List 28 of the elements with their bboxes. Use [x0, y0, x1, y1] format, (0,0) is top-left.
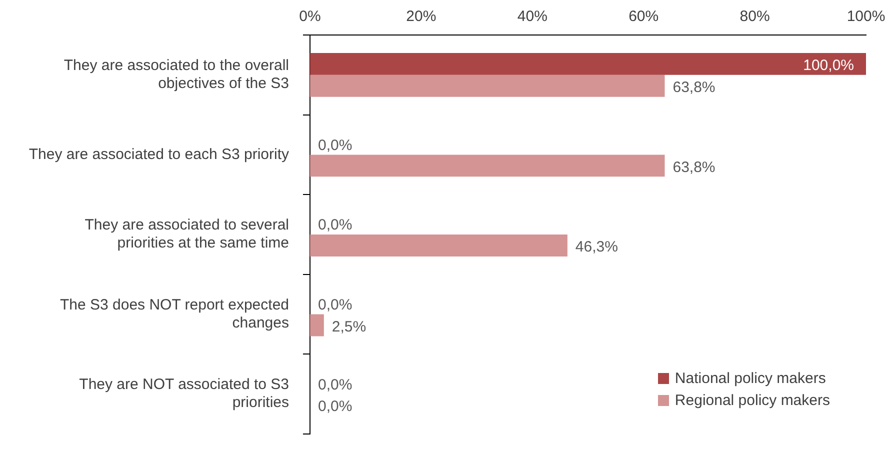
data-label: 2,5% [332, 318, 366, 336]
y-tick-label: They are NOT associated to S3 priorities [79, 376, 289, 412]
x-tick-label: 0% [299, 8, 321, 26]
data-label: 63,8% [672, 158, 716, 176]
data-label: 0,0% [318, 296, 352, 314]
data-label: 100,0% [803, 57, 854, 74]
y-tick-label: The S3 does NOT report expected changes [60, 296, 289, 332]
y-tick-label: They are associated to the overall objectives of the S3 [64, 57, 289, 92]
legend-label: Regional policy makers [674, 391, 830, 411]
data-label: 0,0% [318, 398, 352, 416]
data-label: 46,3% [575, 238, 618, 256]
data-label: 0,0% [318, 216, 352, 234]
x-tick-label: 60% [628, 8, 659, 26]
x-tick-label: 40% [517, 8, 548, 26]
data-label: 63,8% [672, 79, 716, 96]
bar [310, 74, 665, 97]
bar [310, 314, 324, 336]
legend-label: National policy makers [674, 369, 827, 389]
x-tick-label: 100% [846, 8, 886, 26]
bar [310, 154, 665, 177]
x-tick-label: 80% [740, 8, 770, 26]
y-tick-label: They are associated to each S3 priority [28, 146, 290, 163]
data-label: 0,0% [318, 376, 352, 394]
bar [310, 234, 568, 256]
x-tick-label: 20% [406, 8, 436, 26]
y-tick-label: They are associated to several priorities at the same time [84, 216, 289, 252]
bar [310, 52, 866, 75]
data-label: 0,0% [318, 136, 352, 154]
